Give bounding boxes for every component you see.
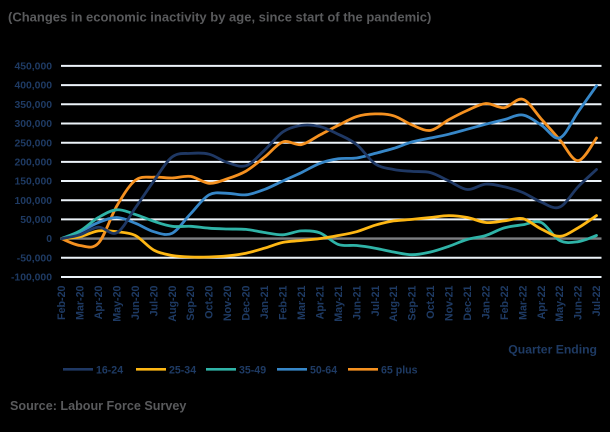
svg-text:50,000: 50,000 [20, 215, 52, 226]
svg-text:400,000: 400,000 [14, 81, 52, 92]
svg-text:150,000: 150,000 [14, 177, 52, 188]
svg-text:-50,000: -50,000 [17, 253, 52, 264]
svg-text:Aug-21: Aug-21 [388, 285, 400, 321]
svg-text:Jul-21: Jul-21 [370, 285, 382, 316]
svg-text:0: 0 [46, 234, 52, 245]
svg-text:May-20: May-20 [111, 285, 123, 321]
svg-text:250,000: 250,000 [14, 138, 52, 149]
svg-text:Feb-20: Feb-20 [56, 285, 68, 320]
svg-text:Jan-22: Jan-22 [480, 285, 492, 319]
svg-text:Oct-21: Oct-21 [425, 285, 437, 318]
svg-text:300,000: 300,000 [14, 119, 52, 130]
svg-text:65 plus: 65 plus [381, 364, 418, 376]
svg-text:Jan-21: Jan-21 [259, 285, 271, 319]
svg-text:Quarter Ending: Quarter Ending [508, 343, 597, 357]
svg-text:100,000: 100,000 [14, 196, 52, 207]
svg-text:Feb-21: Feb-21 [278, 285, 290, 320]
svg-text:May-22: May-22 [554, 285, 566, 321]
svg-text:Nov-21: Nov-21 [444, 285, 456, 321]
svg-text:Jun-22: Jun-22 [573, 285, 585, 320]
svg-text:450,000: 450,000 [14, 62, 52, 73]
svg-text:Mar-20: Mar-20 [75, 285, 87, 320]
svg-text:Jun-21: Jun-21 [351, 285, 363, 320]
svg-text:200,000: 200,000 [14, 158, 52, 169]
svg-text:Feb-22: Feb-22 [499, 285, 511, 320]
svg-text:Apr-21: Apr-21 [314, 285, 326, 319]
svg-text:Mar-22: Mar-22 [517, 285, 529, 320]
svg-text:Jul-22: Jul-22 [591, 285, 603, 316]
svg-text:(Changes in economic inactivit: (Changes in economic inactivity by age, … [8, 10, 431, 25]
svg-text:Dec-20: Dec-20 [241, 285, 253, 320]
svg-text:May-21: May-21 [333, 285, 345, 321]
svg-text:Oct-20: Oct-20 [204, 285, 216, 318]
svg-text:16-24: 16-24 [96, 364, 123, 376]
svg-text:Mar-21: Mar-21 [296, 285, 308, 320]
svg-text:Sep-21: Sep-21 [407, 285, 419, 320]
svg-text:Jul-20: Jul-20 [148, 285, 160, 316]
svg-text:Aug-20: Aug-20 [167, 285, 179, 321]
svg-text:25-34: 25-34 [169, 364, 196, 376]
svg-text:50-64: 50-64 [310, 364, 337, 376]
svg-text:Sep-20: Sep-20 [185, 285, 197, 320]
svg-text:Dec-21: Dec-21 [462, 285, 474, 320]
svg-text:Source: Labour Force Survey: Source: Labour Force Survey [10, 399, 186, 413]
svg-text:350,000: 350,000 [14, 100, 52, 111]
svg-text:Apr-22: Apr-22 [536, 285, 548, 319]
svg-text:Apr-20: Apr-20 [93, 285, 105, 319]
svg-text:Jun-20: Jun-20 [130, 285, 142, 320]
svg-text:-100,000: -100,000 [11, 273, 52, 284]
svg-text:Nov-20: Nov-20 [222, 285, 234, 321]
svg-text:35-49: 35-49 [239, 364, 266, 376]
